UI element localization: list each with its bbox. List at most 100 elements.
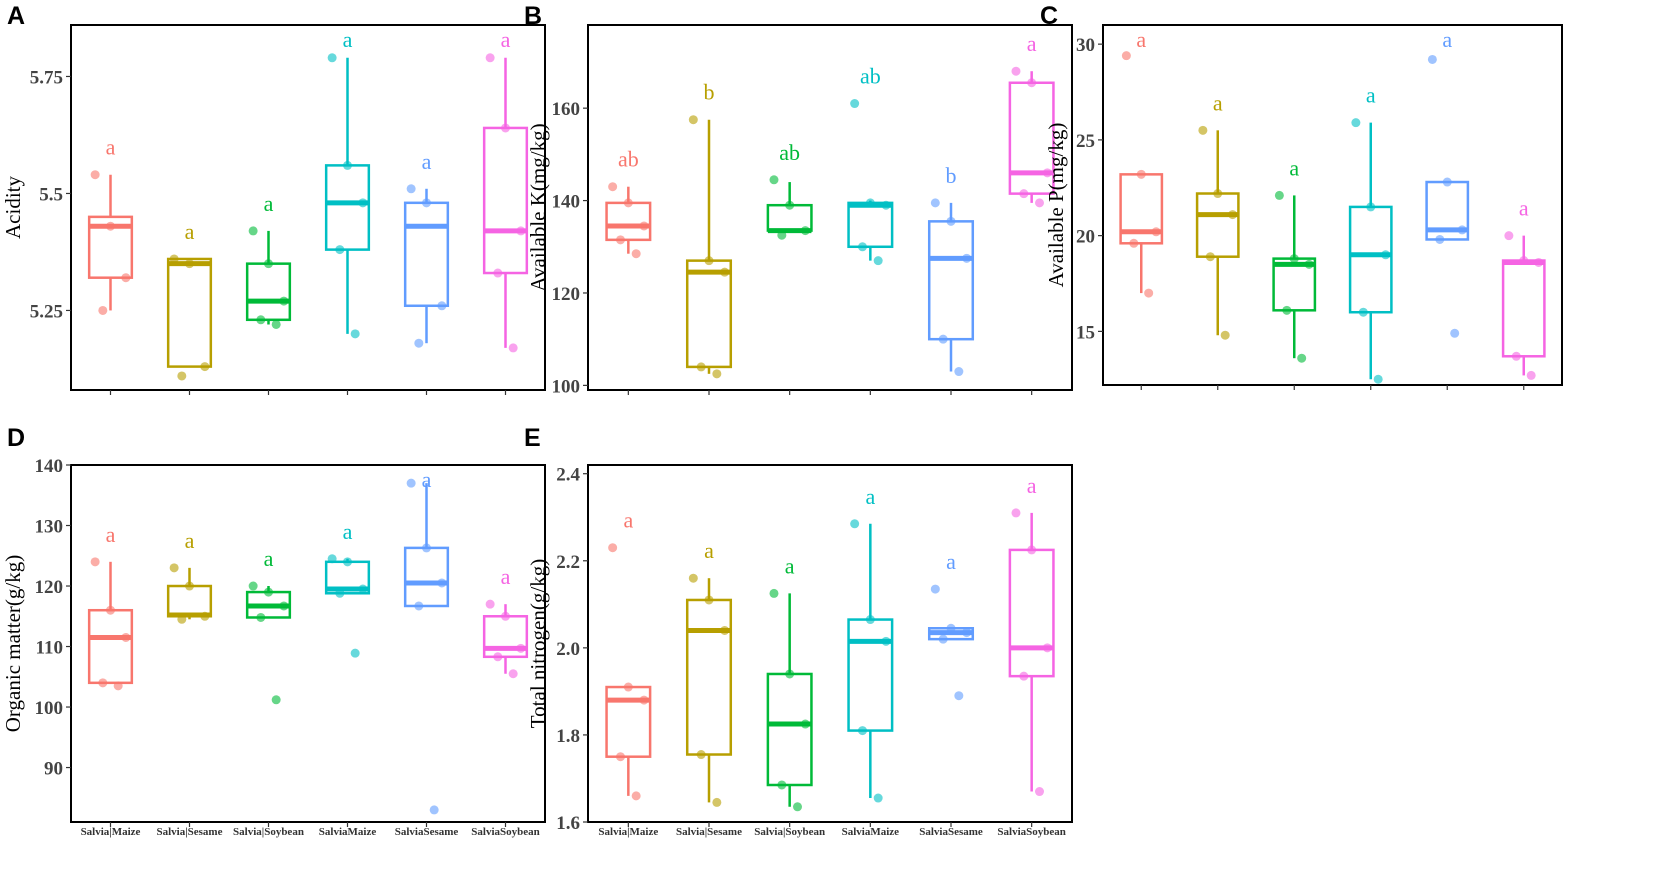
box <box>245 262 292 322</box>
data-point <box>608 182 618 192</box>
data-point <box>271 695 281 705</box>
y-tick-label: 130 <box>35 517 64 538</box>
data-point <box>508 669 518 679</box>
data-point <box>1035 198 1045 208</box>
data-point <box>1042 168 1052 178</box>
data-point <box>414 601 424 611</box>
box <box>482 126 529 275</box>
data-point <box>631 249 641 259</box>
box <box>1348 205 1393 314</box>
data-point <box>1019 189 1029 199</box>
data-point <box>793 802 803 812</box>
panel-e: E 1.6 1.8 2.0 2.2 2.4 Total nitrogen(g/kg) Salv… <box>524 424 1073 838</box>
data-point <box>1198 125 1208 135</box>
significance-letter: a <box>264 191 274 216</box>
data-point <box>1205 252 1215 262</box>
box <box>1008 548 1055 678</box>
y-axis-label: Available P(mg/kg) <box>1044 123 1068 288</box>
data-point <box>437 578 447 588</box>
panel-d: D 90 100 110 120 130 140 Organic matter(g/kg) Sa… <box>1 424 546 838</box>
significance-letter: a <box>343 27 353 52</box>
data-point <box>712 369 722 379</box>
box-group: a <box>1348 83 1393 384</box>
data-point <box>429 805 439 815</box>
data-point <box>256 612 266 622</box>
y-tick-label: 160 <box>552 99 581 120</box>
data-point <box>639 695 649 705</box>
box-group: a <box>927 549 975 701</box>
box-group: a <box>847 484 894 803</box>
data-point <box>608 543 618 553</box>
data-point <box>335 588 345 598</box>
data-point <box>1504 231 1514 241</box>
panel-letter: A <box>7 2 25 30</box>
box-group: a <box>87 135 134 315</box>
data-point <box>881 636 891 646</box>
data-point <box>485 53 495 63</box>
significance-letter: b <box>704 80 715 105</box>
box-group: a <box>1272 155 1317 363</box>
data-point <box>688 115 698 125</box>
data-point <box>1442 177 1452 187</box>
data-point <box>785 200 795 210</box>
data-point <box>769 175 779 185</box>
x-tick-label: SalviaSoybean <box>997 826 1065 838</box>
data-point <box>422 543 431 553</box>
significance-letter: b <box>946 163 957 188</box>
box-group: a <box>1501 196 1546 380</box>
data-point <box>185 581 194 591</box>
data-point <box>1129 238 1139 248</box>
y-axis-label: Total nitrogen(g/kg) <box>526 559 550 728</box>
data-point <box>615 235 625 245</box>
significance-letter: a <box>1519 196 1529 221</box>
y-tick-label: 100 <box>35 698 64 719</box>
data-point <box>106 605 115 615</box>
box-group: ab <box>605 147 652 259</box>
y-tick-label: 140 <box>35 456 64 477</box>
significance-letter: a <box>785 553 795 578</box>
data-point <box>169 254 179 264</box>
data-point <box>962 628 972 638</box>
plot-frame <box>587 24 1073 391</box>
data-point <box>873 256 883 266</box>
y-tick-label: 1.8 <box>556 726 580 747</box>
data-point <box>1011 508 1021 518</box>
data-point <box>501 123 510 133</box>
data-point <box>414 338 424 348</box>
data-point <box>98 678 108 688</box>
box <box>766 672 813 787</box>
data-point <box>850 519 860 529</box>
significance-letter: a <box>422 149 432 174</box>
data-point <box>1136 169 1146 179</box>
data-point <box>938 334 948 344</box>
data-point <box>1213 189 1223 199</box>
data-point <box>800 226 810 236</box>
data-point <box>516 643 526 653</box>
box-group: a <box>1195 90 1240 340</box>
significance-letter: a <box>106 522 116 547</box>
data-point <box>1366 202 1376 212</box>
data-point <box>1457 225 1467 235</box>
significance-letter: a <box>1366 83 1376 108</box>
data-point <box>1427 54 1437 64</box>
plot-frame <box>70 24 546 391</box>
box <box>324 164 371 251</box>
y-tick-label: 100 <box>552 376 581 397</box>
significance-letter: a <box>501 564 511 589</box>
data-point <box>248 581 258 591</box>
data-point <box>422 198 431 208</box>
data-point <box>350 329 360 339</box>
box-group: a <box>166 528 213 624</box>
box-group: a <box>1008 31 1055 208</box>
significance-letter: a <box>704 538 714 563</box>
data-point <box>279 601 289 611</box>
data-point <box>508 343 518 353</box>
data-point <box>335 245 345 255</box>
data-point <box>938 634 948 644</box>
data-point <box>1282 305 1292 315</box>
data-point <box>1289 254 1299 264</box>
plot-frame <box>1102 24 1563 386</box>
data-point <box>113 681 123 691</box>
box <box>847 618 894 732</box>
